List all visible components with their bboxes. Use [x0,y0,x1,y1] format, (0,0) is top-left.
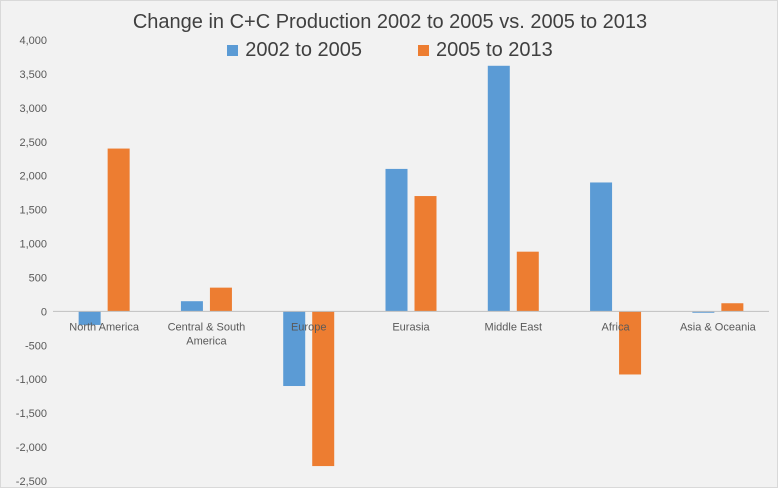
category-label: Asia & Oceania [680,321,757,333]
legend: 2002 to 2005 2005 to 2013 [1,39,778,62]
y-tick-label: -1,000 [16,374,47,386]
y-tick-label: 2,500 [19,137,47,149]
legend-label-series-0: 2002 to 2005 [245,39,362,61]
bar-series-0 [78,311,101,325]
bar-series-1 [414,196,437,312]
bar-series-0 [487,65,510,312]
category-label: Central & South America [168,321,246,347]
y-tick-label: 3,500 [19,69,47,81]
y-tick-label: 1,500 [19,205,47,217]
legend-item-series-0: 2002 to 2005 [227,39,362,62]
category-label: Middle East [485,321,542,333]
y-tick-label: -2,500 [16,476,47,488]
y-tick-label: 2,000 [19,171,47,183]
y-tick-label: 4,000 [19,35,47,47]
bar-series-1 [516,251,539,312]
bar-series-1 [209,287,232,312]
bar-series-0 [180,301,203,312]
bar-series-0 [590,182,613,312]
y-tick-label: -1,500 [16,408,47,420]
legend-swatch-series-1 [418,45,429,56]
bar-series-0 [385,168,408,312]
legend-item-series-1: 2005 to 2013 [418,39,553,62]
category-label: Africa [602,321,631,333]
bar-series-1 [107,148,130,312]
category-label: North America [69,321,140,333]
category-label: Eurasia [392,321,430,333]
bar-series-1 [312,311,335,467]
y-tick-label: 500 [29,272,47,284]
y-tick-label: 0 [41,306,47,318]
legend-label-series-1: 2005 to 2013 [436,39,553,61]
bar-series-0 [283,311,306,387]
category-label: Europe [291,321,326,333]
bar-series-1 [619,311,642,375]
legend-swatch-series-0 [227,45,239,56]
y-tick-label: 1,000 [19,239,47,251]
chart-title: Change in C+C Production 2002 to 2005 vs… [132,11,648,33]
bar-series-0 [692,311,715,313]
y-tick-label: -500 [25,340,47,352]
y-tick-label: 3,000 [19,103,47,115]
y-tick-label: -2,000 [16,442,47,454]
bar-series-1 [721,303,744,312]
